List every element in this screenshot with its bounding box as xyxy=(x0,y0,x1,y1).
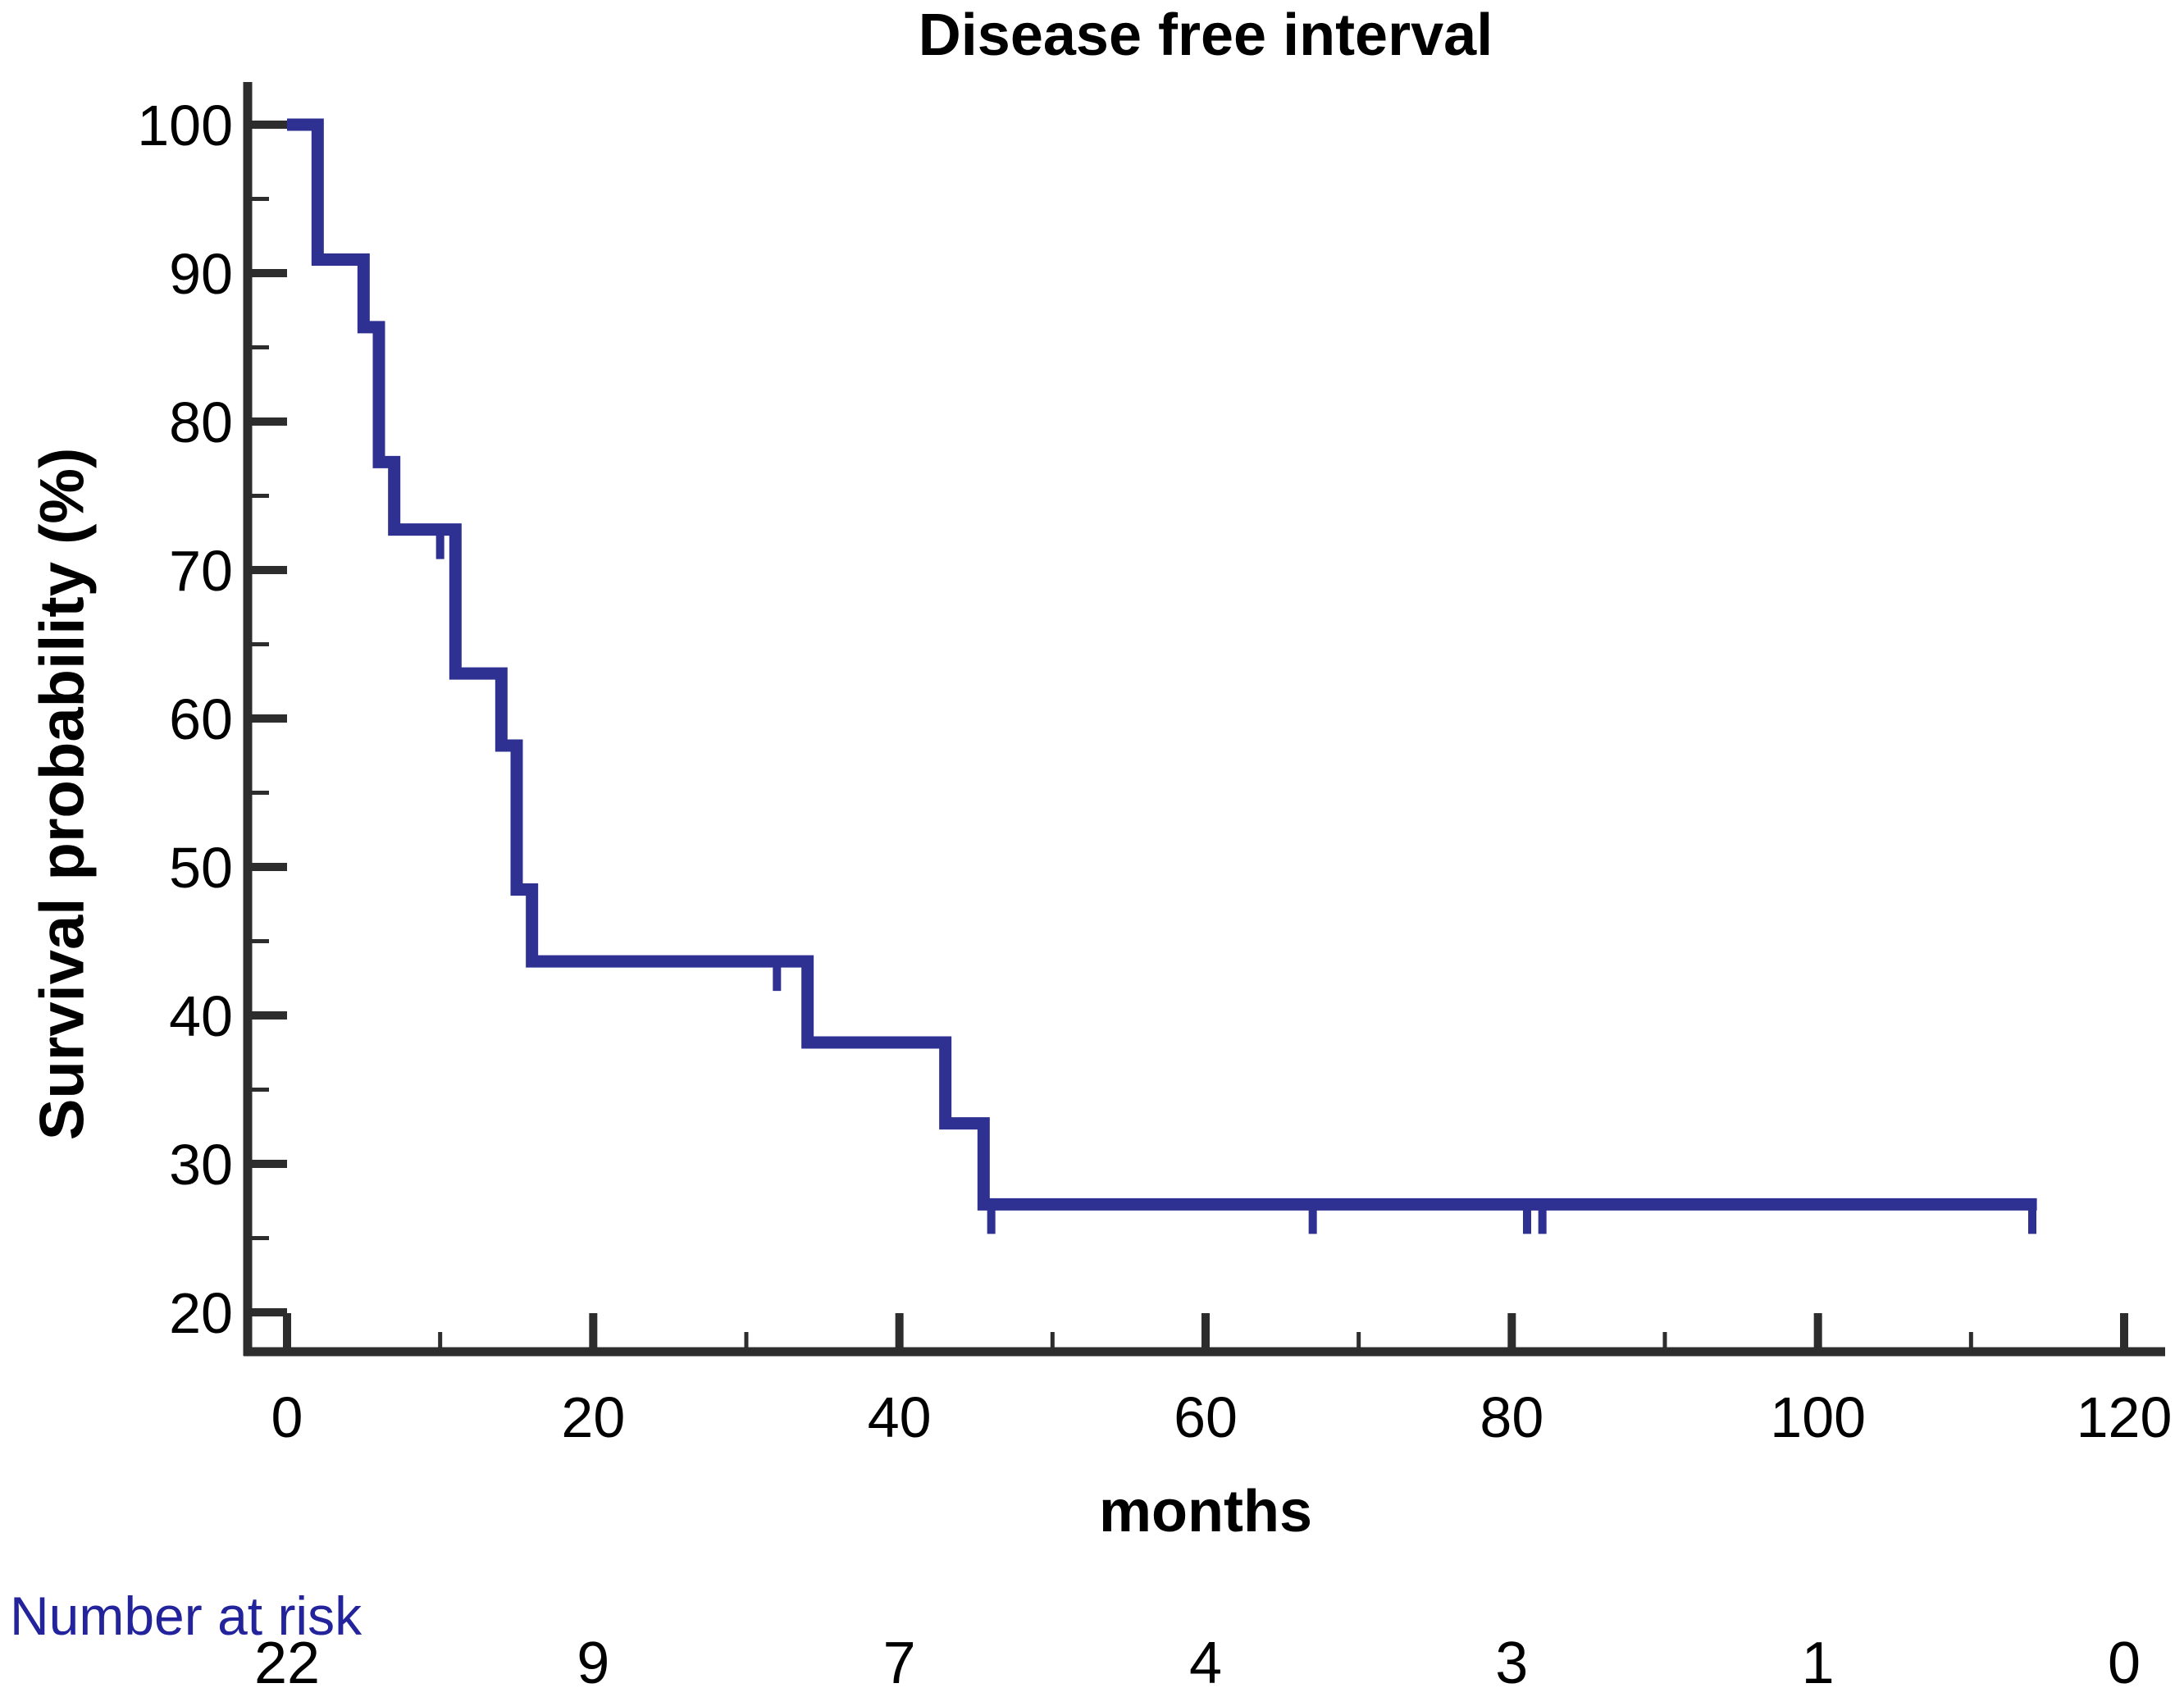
survival-curve xyxy=(287,118,2037,1234)
y-axis: 100 90 80 70 60 50 40 30 20 xyxy=(137,82,287,1356)
x-axis: 0 20 40 60 80 100 120 xyxy=(244,1313,2172,1449)
risk-count-0: 22 xyxy=(254,1631,320,1696)
number-at-risk-label: Number at risk xyxy=(10,1585,362,1646)
risk-count-40: 7 xyxy=(883,1631,916,1696)
y-tick-label-90: 90 xyxy=(169,242,233,306)
x-tick-label-80: 80 xyxy=(1480,1385,1543,1449)
y-tick-label-70: 70 xyxy=(169,539,233,603)
y-tick-label-80: 80 xyxy=(169,390,233,454)
risk-count-100: 1 xyxy=(1802,1631,1835,1696)
y-tick-label-50: 50 xyxy=(169,836,233,900)
risk-count-60: 4 xyxy=(1189,1631,1222,1696)
number-at-risk-row: 22 9 7 4 3 1 0 xyxy=(254,1631,2141,1696)
x-tick-label-20: 20 xyxy=(561,1385,625,1449)
y-tick-label-30: 30 xyxy=(169,1133,233,1197)
x-tick-label-120: 120 xyxy=(2077,1385,2173,1449)
risk-count-80: 3 xyxy=(1495,1631,1528,1696)
y-tick-label-40: 40 xyxy=(169,984,233,1048)
x-tick-label-0: 0 xyxy=(271,1385,303,1449)
km-step-path xyxy=(287,118,2037,1211)
risk-count-120: 0 xyxy=(2108,1631,2141,1696)
x-tick-label-60: 60 xyxy=(1174,1385,1238,1449)
x-axis-title: months xyxy=(1099,1479,1312,1544)
y-tick-label-100: 100 xyxy=(137,94,233,157)
y-axis-title: Survival probability (%) xyxy=(27,447,98,1141)
x-tick-label-100: 100 xyxy=(1770,1385,1866,1449)
y-tick-label-60: 60 xyxy=(169,687,233,751)
risk-count-20: 9 xyxy=(577,1631,609,1696)
chart-title: Disease free interval xyxy=(918,2,1493,68)
x-tick-label-40: 40 xyxy=(868,1385,932,1449)
y-tick-label-20: 20 xyxy=(169,1281,233,1345)
